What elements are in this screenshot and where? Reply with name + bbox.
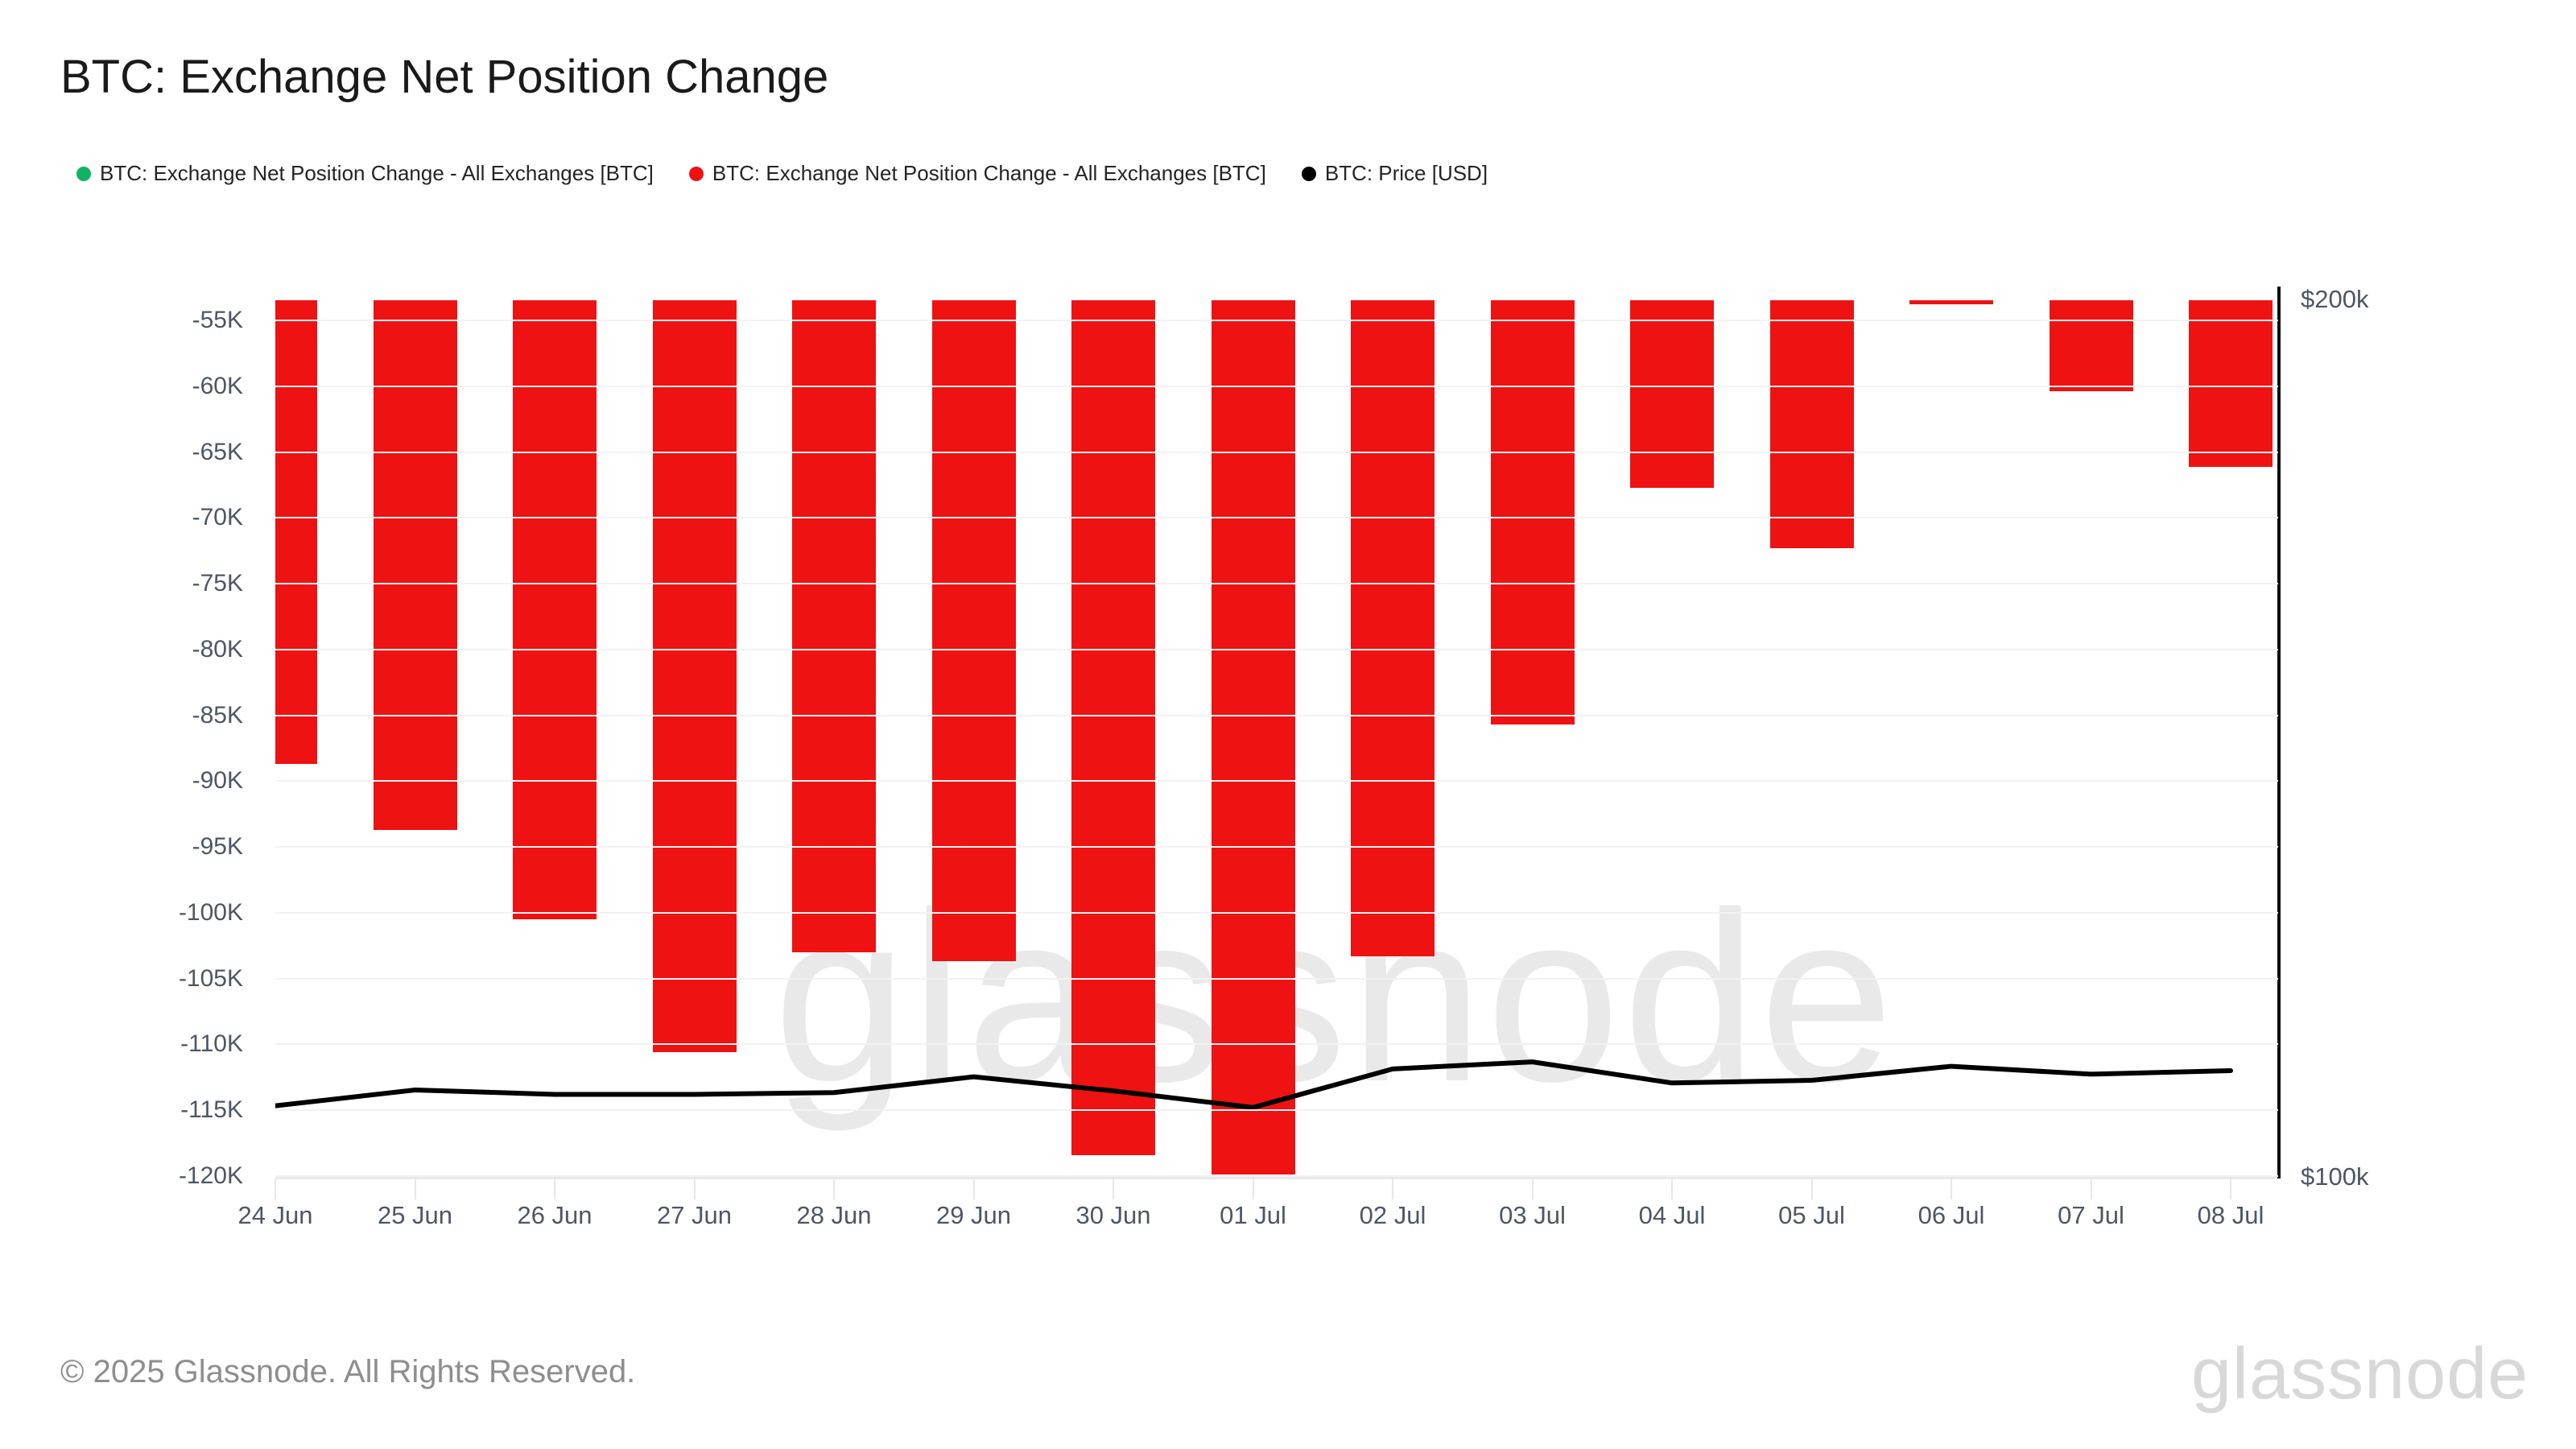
gridline [275, 977, 2278, 980]
x-axis-tick [414, 1179, 416, 1199]
legend-item-label: BTC: Price [USD] [1324, 161, 1488, 185]
x-axis-tick-label: 26 Jun [517, 1201, 592, 1229]
x-axis-tick [2230, 1179, 2231, 1199]
bar [931, 300, 1016, 962]
x-axis-tick [833, 1179, 835, 1199]
legend-dot-icon [1301, 166, 1316, 181]
legend-dot-icon [76, 166, 91, 181]
gridline [275, 320, 2278, 322]
copyright-text: © 2025 Glassnode. All Rights Reserved. [60, 1354, 636, 1389]
y-axis-tick-label: -100K [178, 898, 243, 926]
legend-item-price[interactable]: BTC: Price [USD] [1301, 161, 1488, 186]
y-axis-tick-label: -110K [180, 1030, 243, 1058]
x-axis-tick-label: 27 Jun [656, 1201, 733, 1229]
gridline [275, 1109, 2278, 1112]
x-axis-tick [972, 1179, 975, 1199]
y-axis-tick-label: -60K [192, 372, 243, 399]
y-axis-tick-label: -120K [178, 1162, 243, 1190]
gridline [275, 451, 2278, 453]
bar [1071, 300, 1155, 1155]
bar [513, 300, 597, 920]
gridline [275, 583, 2278, 585]
x-axis-tick-label: 25 Jun [377, 1201, 453, 1229]
gridline [275, 648, 2278, 650]
x-axis-tick [2090, 1179, 2092, 1199]
y-axis-tick-label: -105K [178, 964, 243, 992]
x-axis-tick [1671, 1179, 1673, 1199]
bar [373, 300, 457, 830]
y-axis-tick-label: -115K [180, 1096, 243, 1124]
y-axis-tick-label: -55K [192, 307, 243, 334]
page-title: BTC: Exchange Net Position Change [60, 51, 829, 103]
bar [652, 300, 737, 1053]
bar [2189, 300, 2273, 467]
price-line-layer [275, 1059, 2233, 1110]
x-axis-tick [1951, 1179, 1952, 1199]
x-axis-tick-label: 29 Jun [935, 1201, 1012, 1229]
right-axis-line [2277, 287, 2281, 1179]
gridline [275, 1043, 2278, 1046]
gridline [275, 911, 2278, 914]
bar [1909, 300, 1993, 305]
bar [1630, 300, 1714, 488]
x-axis-tick [693, 1179, 696, 1199]
x-axis-tick-label: 02 Jul [1359, 1201, 1426, 1229]
x-axis-tick [1113, 1179, 1114, 1199]
x-axis-tick-label: 30 Jun [1075, 1201, 1151, 1229]
gridline [275, 517, 2278, 519]
y-axis-tick-label: -65K [192, 438, 243, 465]
legend-item-label: BTC: Exchange Net Position Change - All … [100, 161, 654, 185]
bar [275, 300, 317, 765]
x-axis-tick [275, 1179, 276, 1199]
legend-dot-icon [688, 166, 704, 181]
x-axis-tick-label: 24 Jun [237, 1201, 313, 1229]
x-axis-tick [554, 1179, 555, 1199]
price-line [275, 1059, 2233, 1110]
gridline [275, 385, 2278, 387]
x-axis-tick-label: 05 Jul [1778, 1201, 1845, 1229]
x-axis-tick-label: 08 Jul [2197, 1201, 2264, 1229]
right-axis-tick-label: $200k [2301, 285, 2369, 313]
gridline [275, 1175, 2278, 1178]
x-axis-tick-label: 28 Jun [796, 1201, 872, 1229]
x-axis-line [275, 1177, 2278, 1179]
x-axis-tick-label: 01 Jul [1220, 1201, 1286, 1229]
x-axis-tick [1531, 1179, 1534, 1199]
x-axis-tick-label: 06 Jul [1918, 1201, 1985, 1229]
bar [792, 300, 876, 953]
legend-item-net-position-0[interactable]: BTC: Exchange Net Position Change - All … [76, 161, 654, 186]
gridline [275, 780, 2278, 782]
gridline [275, 714, 2278, 716]
y-axis-tick-label: -80K [192, 635, 243, 663]
bar [1490, 300, 1575, 725]
bar [1769, 300, 1854, 548]
legend-item-net-position-1[interactable]: BTC: Exchange Net Position Change - All … [688, 161, 1266, 186]
x-axis-tick [1252, 1179, 1254, 1199]
y-axis-tick-label: -90K [192, 767, 243, 795]
legend: BTC: Exchange Net Position Change - All … [76, 161, 1488, 186]
y-axis-tick-label: -85K [192, 701, 243, 729]
glassnode-logo: glassnode [2191, 1334, 2529, 1414]
x-axis-tick-label: 07 Jul [2058, 1201, 2124, 1229]
plot-area: glassnode [275, 300, 2278, 1178]
bar [1211, 300, 1295, 1175]
x-axis-tick-label: 03 Jul [1499, 1201, 1566, 1229]
legend-item-label: BTC: Exchange Net Position Change - All … [712, 161, 1266, 185]
x-axis-tick [1392, 1179, 1393, 1199]
y-axis-tick-label: -75K [192, 570, 243, 597]
right-axis-tick-label: $100k [2301, 1162, 2369, 1191]
bar [2049, 300, 2133, 392]
x-axis-tick-label: 04 Jul [1638, 1201, 1706, 1229]
y-axis-tick-label: -70K [192, 504, 243, 531]
gridline [275, 846, 2278, 848]
x-axis-tick [1810, 1179, 1813, 1199]
y-axis-tick-label: -95K [192, 833, 243, 861]
